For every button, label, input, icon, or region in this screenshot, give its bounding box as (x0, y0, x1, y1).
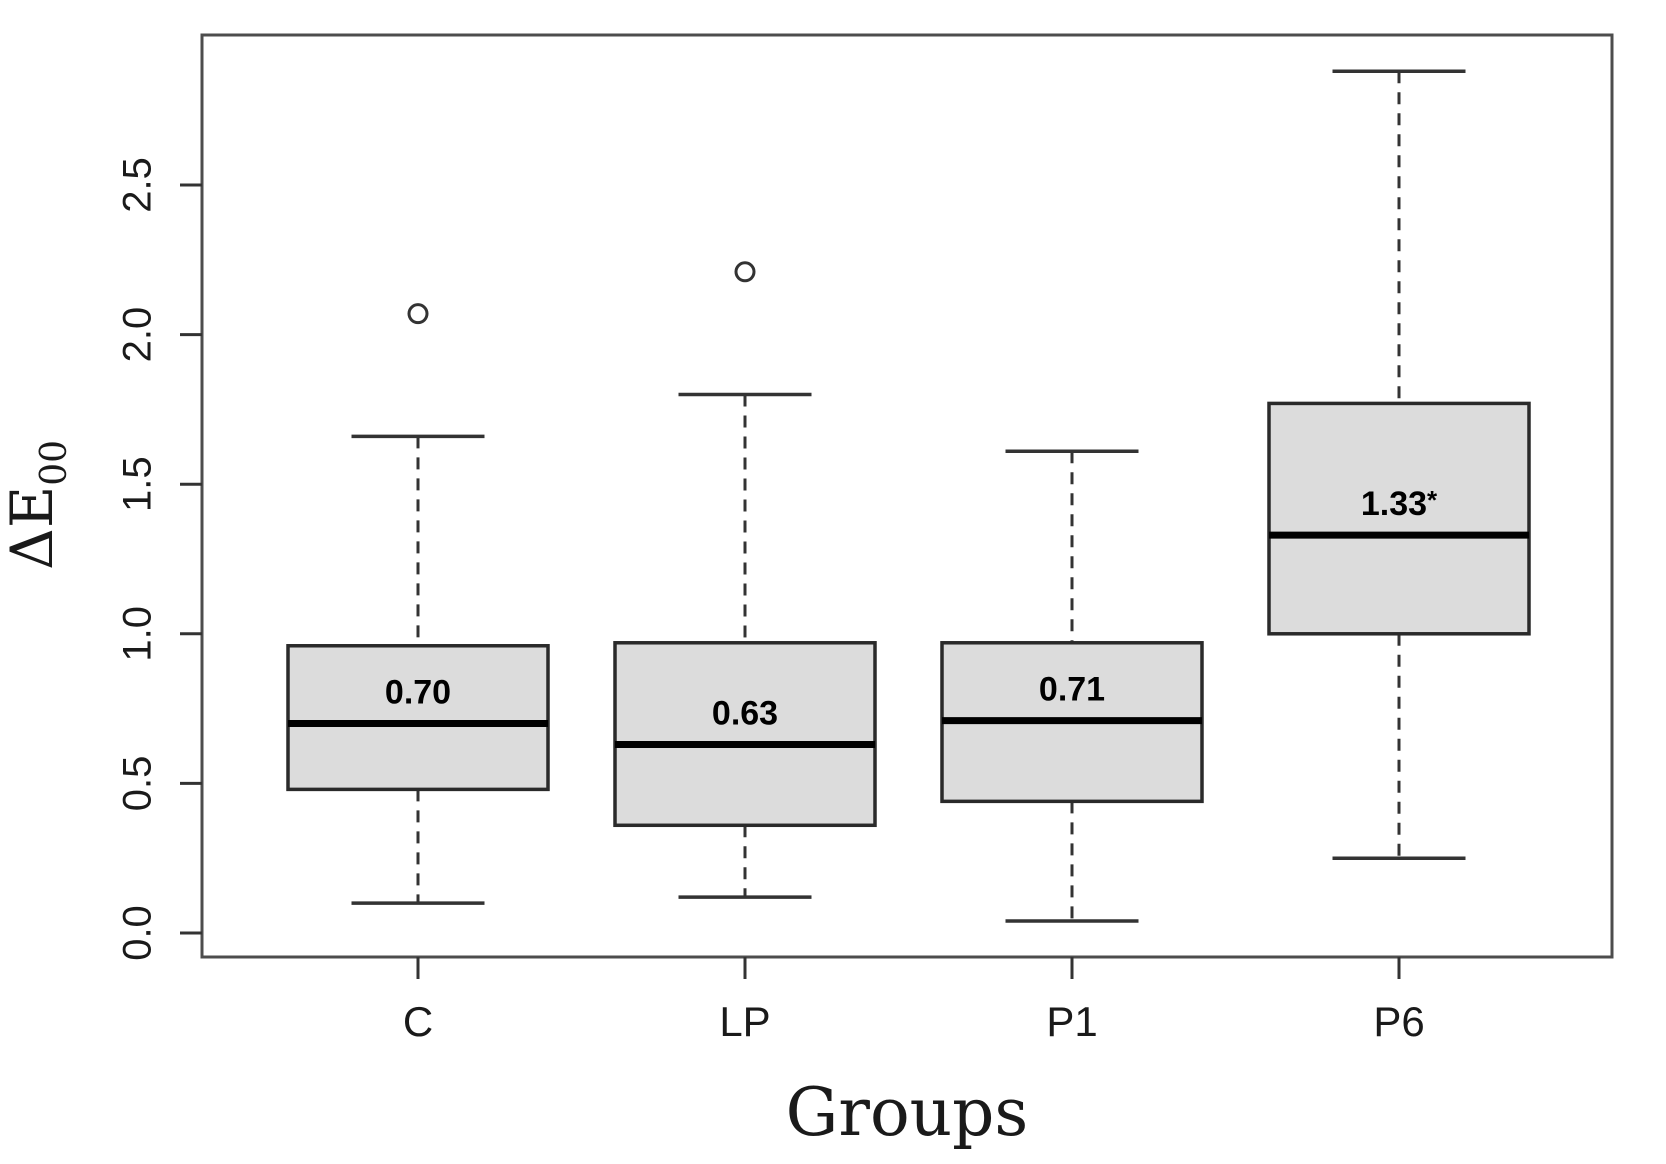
y-tick-label: 0.5 (116, 756, 160, 812)
median-value-label: 0.63 (712, 695, 778, 733)
y-axis-title-main: ΔE (0, 486, 66, 570)
iqr-box (286, 644, 550, 792)
x-tick-label: P6 (1373, 998, 1424, 1045)
median-value-label: 0.71 (1039, 671, 1105, 709)
y-tick-label: 0.0 (116, 905, 160, 961)
x-tick-label: LP (719, 998, 770, 1045)
y-tick-label: 1.5 (116, 456, 160, 512)
y-axis-title: ΔE00 (0, 440, 75, 570)
iqr-box (1267, 401, 1531, 636)
outlier-point (407, 303, 429, 325)
x-tick-label: C (403, 998, 433, 1045)
median-value-label: 1.33* (1361, 485, 1438, 523)
plot-area: 0.0 0.5 1.0 1.5 2.0 2.5 C LP P1 P6 0.70 0.63 0.71 1.3… (116, 33, 1614, 1045)
x-axis-title: Groups (786, 1074, 1029, 1151)
y-tick-label: 2.0 (116, 307, 160, 363)
outlier-point (734, 261, 756, 283)
plot-frame (200, 33, 1614, 959)
y-tick-label: 1.0 (116, 606, 160, 662)
y-tick-label: 2.5 (116, 157, 160, 213)
iqr-box (613, 641, 877, 828)
median-value-label: 0.70 (385, 674, 451, 712)
x-tick-label: P1 (1046, 998, 1097, 1045)
y-axis-title-subscript: 00 (34, 440, 75, 486)
